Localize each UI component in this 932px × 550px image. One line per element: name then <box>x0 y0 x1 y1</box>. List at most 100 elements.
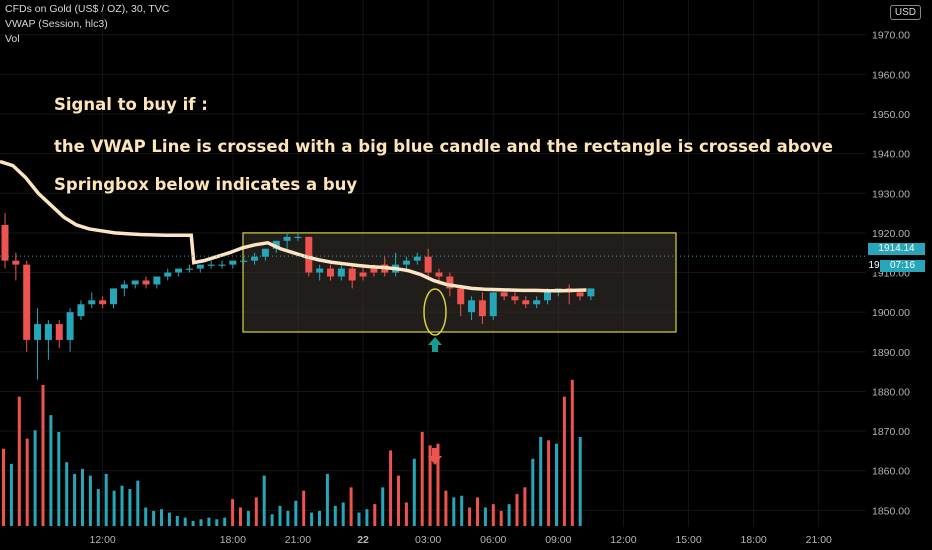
volume-bar <box>578 436 582 526</box>
volume-bar <box>460 495 464 526</box>
volume-bar <box>2 448 5 526</box>
volume-bar <box>160 509 163 526</box>
volume-bar <box>239 507 242 526</box>
volume-bar <box>562 396 566 526</box>
time-tick-label: 12:00 <box>90 534 116 546</box>
price-tick-label: 1960.00 <box>872 69 910 81</box>
candle-body <box>305 236 313 273</box>
volume-bar <box>262 475 266 526</box>
volume-bar <box>397 475 400 526</box>
candle-body <box>283 236 291 241</box>
candle-body <box>12 260 20 265</box>
candle-body <box>587 288 595 297</box>
candle-body <box>66 312 74 340</box>
price-axis[interactable]: 1850.00 1860.00 1870.00 1880.00 1890.00 1900.… <box>866 0 932 550</box>
currency-button[interactable]: USD <box>889 5 921 20</box>
vwap-line <box>0 159 587 293</box>
candle-body <box>348 268 356 281</box>
volume-bar <box>65 462 69 526</box>
candle-body <box>207 264 215 266</box>
volume-bar <box>555 443 558 526</box>
price-tick-label: 1950.00 <box>872 109 910 121</box>
candle-body <box>77 304 85 317</box>
volume-bar <box>341 502 345 526</box>
volume-bar <box>389 450 393 526</box>
price-tick-label: 1860.00 <box>872 466 910 478</box>
time-tick-label: 12:00 <box>610 534 636 546</box>
time-tick-label: 03:00 <box>415 534 441 546</box>
candle-body <box>251 256 259 261</box>
volume-bar <box>254 497 258 526</box>
springbox-rectangle <box>242 232 677 333</box>
candle-body <box>99 300 107 305</box>
volume-bar <box>81 468 84 526</box>
volume-bar <box>96 489 100 526</box>
hidden-price-tag: 19 <box>868 260 880 272</box>
candle-body <box>272 240 280 249</box>
candle-body <box>23 264 31 340</box>
candle-body <box>196 264 204 269</box>
volume-bar <box>310 512 314 526</box>
volume-bar <box>491 504 495 526</box>
volume-bar <box>420 431 424 526</box>
candle-body <box>240 260 248 262</box>
candle-body <box>44 324 52 340</box>
volume-bar <box>349 487 353 526</box>
price-tick-label: 1850.00 <box>872 505 910 517</box>
volume-bars <box>2 379 582 526</box>
volume-bar <box>57 431 61 526</box>
candle-body <box>457 288 465 305</box>
candle-body <box>337 268 345 277</box>
volume-bar <box>452 497 456 526</box>
volume-bar <box>325 473 329 526</box>
price-tick-label: 1970.00 <box>872 30 910 42</box>
volume-bar <box>428 445 432 526</box>
volume-bar <box>9 463 13 526</box>
candle-body <box>413 256 421 261</box>
candle-body <box>55 324 63 340</box>
countdown-tag: 07:16 <box>880 260 925 272</box>
candle-body <box>316 268 324 273</box>
vwap-legend[interactable]: VWAP (Session, hlc3) <box>5 18 108 30</box>
price-tick-label: 1930.00 <box>872 188 910 200</box>
volume-bar <box>499 510 503 526</box>
candle-body <box>522 300 530 305</box>
candle-body <box>370 268 378 273</box>
volume-bar <box>175 515 179 526</box>
time-tick-label: 18:00 <box>220 534 246 546</box>
symbol-legend[interactable]: CFDs on Gold (US$ / OZ), 30, TVC <box>5 3 170 15</box>
arrow-up-shape <box>428 337 442 352</box>
price-tick-label: 1890.00 <box>872 347 910 359</box>
time-tick-label: 22 <box>357 534 369 546</box>
volume-bar <box>373 504 377 526</box>
candle-body <box>359 272 367 277</box>
candle-body <box>544 292 551 301</box>
price-axis-bg <box>866 0 932 550</box>
volume-bar <box>444 490 448 526</box>
candle-body <box>261 248 269 257</box>
volume-bar <box>144 507 148 526</box>
volume-bar <box>381 487 385 526</box>
volume-bar <box>191 520 195 526</box>
time-axis[interactable]: 12:00 18:00 21:00 22 03:00 06:00 09:00 12:00 15:… <box>90 534 833 546</box>
volume-bar <box>136 480 140 526</box>
time-tick-label: 09:00 <box>545 534 571 546</box>
volume-bar <box>357 512 361 526</box>
candle-body <box>164 272 172 277</box>
candle-body <box>34 324 42 340</box>
volume-bar <box>120 485 124 526</box>
volume-legend[interactable]: Vol <box>5 33 20 45</box>
candle-body <box>500 292 508 297</box>
volume-bar <box>49 415 53 526</box>
price-tick-label: 1940.00 <box>872 149 910 161</box>
time-tick-label: 18:00 <box>741 534 767 546</box>
candle-body <box>175 268 183 273</box>
candle-body <box>511 296 519 301</box>
volume-bar <box>483 507 487 526</box>
time-tick-label: 21:00 <box>806 534 832 546</box>
price-tick-label: 1920.00 <box>872 228 910 240</box>
volume-bar <box>207 517 211 526</box>
candle-body <box>218 264 226 266</box>
candle-body <box>533 300 541 305</box>
